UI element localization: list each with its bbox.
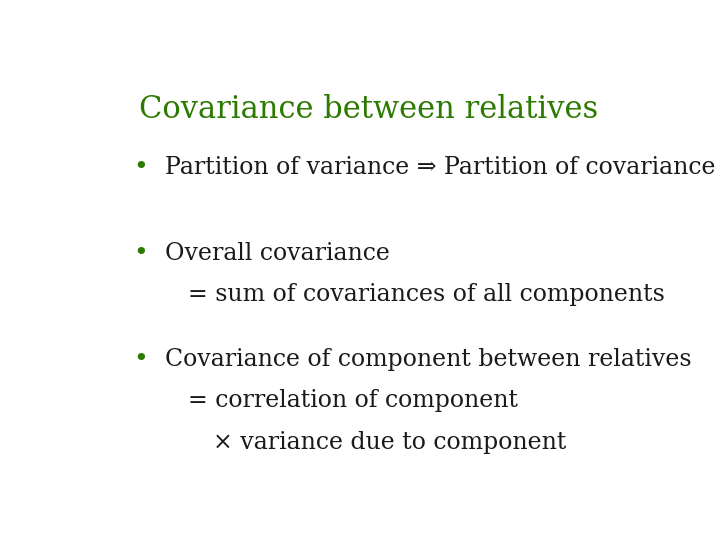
Text: = sum of covariances of all components: = sum of covariances of all components xyxy=(188,283,665,306)
Text: Partition of variance ⇒ Partition of covariance: Partition of variance ⇒ Partition of cov… xyxy=(166,156,716,179)
Text: •: • xyxy=(133,156,148,179)
Text: Covariance of component between relatives: Covariance of component between relative… xyxy=(166,348,692,370)
Text: •: • xyxy=(133,241,148,265)
Text: •: • xyxy=(133,348,148,370)
Text: = correlation of component: = correlation of component xyxy=(188,389,518,412)
Text: Overall covariance: Overall covariance xyxy=(166,241,390,265)
Text: × variance due to component: × variance due to component xyxy=(213,431,566,454)
Text: Covariance between relatives: Covariance between relatives xyxy=(140,94,598,125)
